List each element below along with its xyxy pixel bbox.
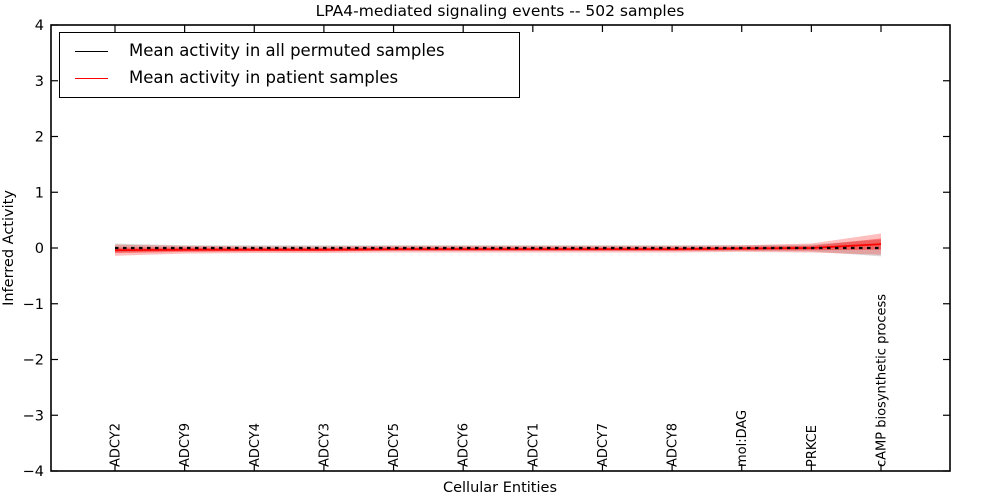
- x-tick-label: ADCY6: [457, 423, 472, 467]
- legend-label-permuted: Mean activity in all permuted samples: [129, 41, 445, 61]
- y-tick-label: 2: [35, 130, 44, 146]
- legend-entry-permuted: Mean activity in all permuted samples: [60, 43, 519, 60]
- chart-title: LPA4-mediated signaling events -- 502 sa…: [316, 2, 685, 20]
- y-tick-label: 0: [35, 241, 44, 257]
- patient-mean-line: [114, 243, 882, 252]
- x-tick-label: ADCY9: [178, 423, 193, 467]
- y-axis-label: Inferred Activity: [1, 190, 17, 306]
- legend: Mean activity in all permuted samples Me…: [59, 32, 520, 98]
- y-tick-label: 4: [35, 18, 44, 34]
- permuted-band: [115, 239, 881, 257]
- x-tick-label: ADCY3: [317, 423, 332, 467]
- legend-entry-patient: Mean activity in patient samples: [60, 70, 519, 87]
- axes-layer: 4 3 2 1 0 −1 −2 −3 −4 ADCY2 ADCY9 ADCY4 ADCY3 ADCY5 AD…: [23, 18, 951, 480]
- confidence-bands-layer: [115, 233, 881, 257]
- y-tick-label: −4: [23, 464, 44, 480]
- x-tick-label: ADCY7: [596, 423, 611, 467]
- patient-band-outer: [115, 233, 881, 256]
- y-tick-label: 3: [35, 74, 44, 90]
- x-tick-label: ADCY5: [387, 423, 402, 467]
- x-axis-label: Cellular Entities: [443, 480, 557, 496]
- x-tick-label: ADCY4: [248, 423, 263, 467]
- legend-line-black-icon: [75, 51, 108, 53]
- legend-label-patient: Mean activity in patient samples: [129, 68, 399, 88]
- x-tick-label: ADCY1: [526, 423, 541, 467]
- y-tick-label: −3: [23, 408, 44, 424]
- y-tick-label: 1: [35, 185, 44, 201]
- x-tick-label: ADCY8: [666, 423, 681, 467]
- y-tick-label: −2: [23, 353, 44, 369]
- x-tick-label: cAMP biosynthetic process: [875, 294, 890, 467]
- x-tick-label: ADCY2: [109, 423, 124, 467]
- series-lines-layer: [114, 243, 882, 252]
- y-tick-label: −1: [23, 297, 44, 313]
- x-tick-label: mol:DAG: [735, 410, 750, 467]
- legend-line-red-icon: [75, 77, 108, 79]
- x-tick-label: PRKCE: [805, 425, 820, 467]
